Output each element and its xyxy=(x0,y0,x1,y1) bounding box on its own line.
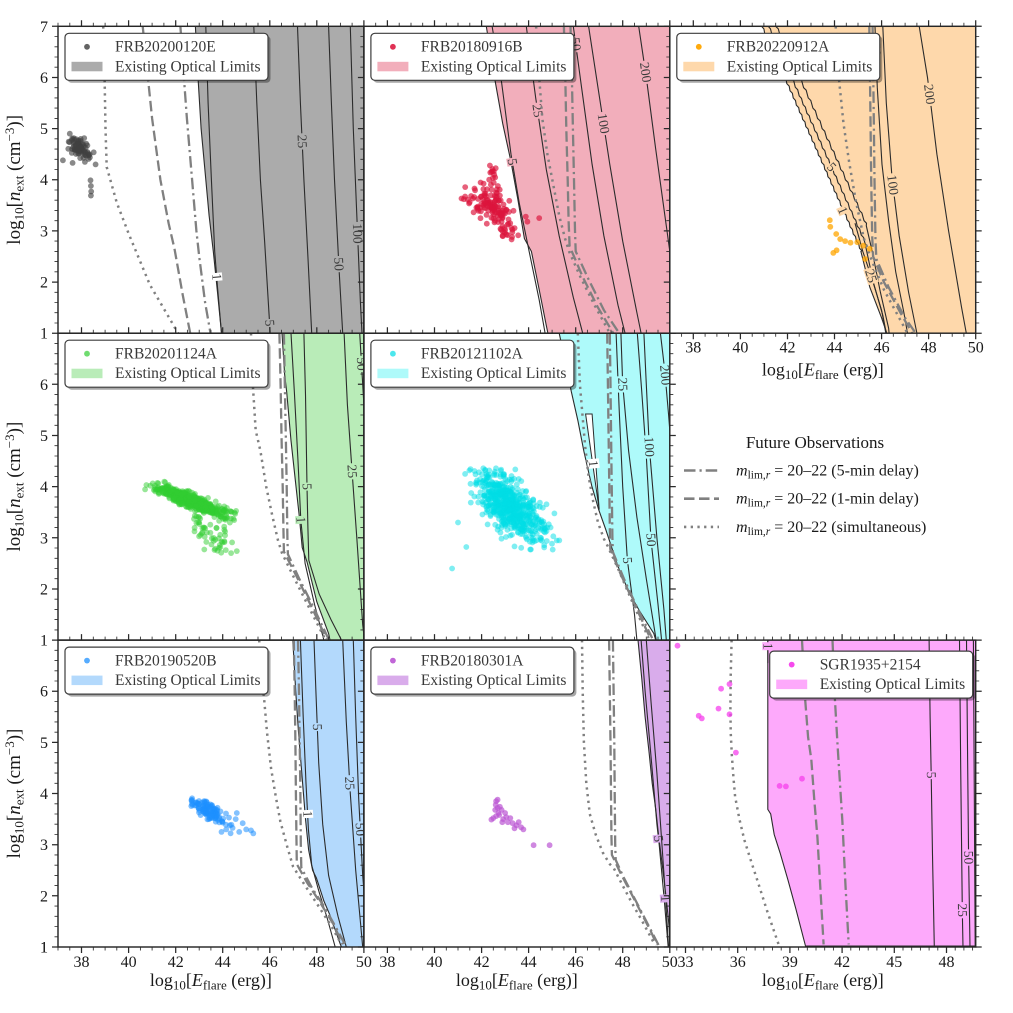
svg-text:5: 5 xyxy=(40,428,48,445)
svg-text:25: 25 xyxy=(294,134,310,149)
svg-text:48: 48 xyxy=(615,954,631,971)
svg-text:4: 4 xyxy=(40,786,48,803)
svg-text:mlim,r = 20–22 (simultaneous): mlim,r = 20–22 (simultaneous) xyxy=(736,519,926,538)
svg-text:50: 50 xyxy=(643,533,659,548)
svg-text:mlim,r = 20–22 (1-min delay): mlim,r = 20–22 (1-min delay) xyxy=(736,491,919,510)
svg-text:50: 50 xyxy=(353,822,369,837)
svg-text:3: 3 xyxy=(40,530,48,547)
svg-text:2: 2 xyxy=(40,888,48,905)
svg-text:25: 25 xyxy=(344,464,360,479)
svg-text:5: 5 xyxy=(505,157,521,166)
svg-text:Existing Optical Limits: Existing Optical Limits xyxy=(421,58,567,75)
svg-text:Existing Optical Limits: Existing Optical Limits xyxy=(115,365,261,382)
svg-text:4: 4 xyxy=(40,172,48,189)
svg-text:25: 25 xyxy=(342,776,358,791)
svg-text:38: 38 xyxy=(379,954,395,971)
svg-text:5: 5 xyxy=(620,556,635,564)
svg-text:50: 50 xyxy=(662,954,678,971)
svg-text:Future Observations: Future Observations xyxy=(746,433,884,452)
svg-text:Existing Optical Limits: Existing Optical Limits xyxy=(421,365,567,382)
svg-text:log10[Eflare (erg)]: log10[Eflare (erg)] xyxy=(456,970,578,993)
svg-text:2: 2 xyxy=(40,275,48,292)
svg-text:4: 4 xyxy=(40,479,48,496)
svg-text:48: 48 xyxy=(939,954,955,971)
svg-text:200: 200 xyxy=(921,83,938,105)
svg-text:200: 200 xyxy=(657,364,674,386)
svg-text:1: 1 xyxy=(658,894,673,902)
svg-text:42: 42 xyxy=(834,954,850,971)
svg-text:50: 50 xyxy=(968,340,984,357)
svg-text:40: 40 xyxy=(121,954,137,971)
svg-text:5: 5 xyxy=(40,735,48,752)
svg-text:100: 100 xyxy=(641,436,657,457)
svg-text:44: 44 xyxy=(827,340,843,357)
svg-text:100: 100 xyxy=(595,112,613,135)
svg-text:1: 1 xyxy=(40,326,48,343)
svg-text:39: 39 xyxy=(782,954,798,971)
svg-text:2: 2 xyxy=(40,582,48,599)
svg-text:Existing Optical Limits: Existing Optical Limits xyxy=(115,672,261,689)
svg-text:42: 42 xyxy=(780,340,796,357)
svg-text:Existing Optical Limits: Existing Optical Limits xyxy=(421,672,567,689)
svg-text:6: 6 xyxy=(40,684,48,701)
svg-text:50: 50 xyxy=(961,851,976,865)
svg-text:38: 38 xyxy=(74,954,90,971)
svg-text:5: 5 xyxy=(310,723,325,731)
svg-text:44: 44 xyxy=(215,954,231,971)
svg-text:1: 1 xyxy=(209,273,225,281)
svg-text:48: 48 xyxy=(921,340,937,357)
svg-text:50: 50 xyxy=(331,257,347,272)
svg-text:Existing Optical Limits: Existing Optical Limits xyxy=(727,58,873,75)
svg-text:FRB20190520B: FRB20190520B xyxy=(115,652,217,669)
svg-text:1: 1 xyxy=(586,459,602,467)
svg-text:1: 1 xyxy=(40,940,48,957)
svg-text:33: 33 xyxy=(678,954,694,971)
svg-text:100: 100 xyxy=(350,223,366,244)
svg-text:7: 7 xyxy=(40,19,48,36)
svg-text:48: 48 xyxy=(309,954,325,971)
svg-text:FRB20180916B: FRB20180916B xyxy=(421,39,523,56)
svg-text:5: 5 xyxy=(651,834,667,843)
svg-text:42: 42 xyxy=(474,954,490,971)
svg-text:FRB20121102A: FRB20121102A xyxy=(421,346,524,363)
svg-text:1: 1 xyxy=(40,940,48,957)
svg-text:mlim,r = 20–22 (5-min delay): mlim,r = 20–22 (5-min delay) xyxy=(736,463,919,482)
svg-text:40: 40 xyxy=(732,340,748,357)
svg-text:SGR1935+2154: SGR1935+2154 xyxy=(820,656,921,673)
svg-text:46: 46 xyxy=(262,954,278,971)
svg-text:42: 42 xyxy=(168,954,184,971)
svg-text:3: 3 xyxy=(40,837,48,854)
svg-text:FRB20180301A: FRB20180301A xyxy=(421,652,524,669)
svg-text:5: 5 xyxy=(40,121,48,138)
svg-text:FRB20201124A: FRB20201124A xyxy=(115,346,218,363)
svg-text:46: 46 xyxy=(874,340,890,357)
svg-text:36: 36 xyxy=(730,954,746,971)
svg-text:5: 5 xyxy=(262,319,277,327)
svg-text:40: 40 xyxy=(427,954,443,971)
svg-text:FRB20200120E: FRB20200120E xyxy=(115,39,216,56)
svg-text:25: 25 xyxy=(615,377,630,391)
svg-text:3: 3 xyxy=(40,223,48,240)
svg-text:1: 1 xyxy=(293,516,308,524)
svg-text:6: 6 xyxy=(40,70,48,87)
svg-text:1: 1 xyxy=(761,643,776,650)
svg-text:200: 200 xyxy=(637,61,655,83)
svg-text:5: 5 xyxy=(924,772,939,779)
svg-text:Existing Optical Limits: Existing Optical Limits xyxy=(115,58,261,75)
svg-text:25: 25 xyxy=(529,103,546,119)
svg-text:6: 6 xyxy=(40,377,48,394)
svg-text:25: 25 xyxy=(955,903,970,917)
svg-text:Existing Optical Limits: Existing Optical Limits xyxy=(820,676,966,693)
svg-text:44: 44 xyxy=(521,954,537,971)
svg-text:FRB20220912A: FRB20220912A xyxy=(727,39,830,56)
svg-text:45: 45 xyxy=(886,954,902,971)
svg-text:1: 1 xyxy=(300,810,315,818)
svg-text:1: 1 xyxy=(40,633,48,650)
svg-text:5: 5 xyxy=(300,483,315,490)
svg-text:50: 50 xyxy=(354,357,370,372)
svg-text:46: 46 xyxy=(568,954,584,971)
svg-text:50: 50 xyxy=(356,954,372,971)
svg-text:100: 100 xyxy=(884,174,901,196)
svg-text:38: 38 xyxy=(685,340,701,357)
